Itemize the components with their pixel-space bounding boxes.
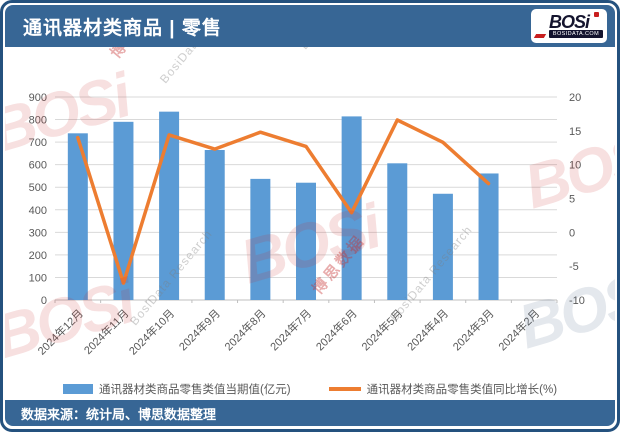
x-axis-label: 2024年10月 — [126, 306, 177, 357]
y-axis-tick-label: 400 — [29, 205, 47, 217]
legend-bar-label: 通讯器材类商品零售类值当期值(亿元) — [98, 384, 291, 396]
x-axis-label: 2024年8月 — [221, 306, 268, 353]
x-axis-label: 2024年12月 — [35, 306, 86, 357]
secondary-y-axis-tick-label: -10 — [569, 295, 585, 307]
data-source-text: 数据来源：统计局、博思数据整理 — [21, 406, 217, 422]
secondary-y-axis-tick-label: 20 — [569, 92, 581, 104]
y-axis-tick-label: 800 — [29, 115, 47, 127]
growth-trend-line — [76, 118, 491, 285]
legend-line-label: 通讯器材类商品零售类值同比增长(%) — [366, 384, 558, 396]
y-axis-tick-label: 0 — [41, 295, 47, 307]
secondary-y-axis-tick-label: 15 — [569, 126, 581, 138]
x-axis-label: 2024年6月 — [313, 306, 360, 353]
legend-item-line-series: 通讯器材类商品零售类值同比增长(%) — [328, 381, 558, 397]
x-axis-label: 2024年9月 — [176, 306, 223, 353]
bosi-logo: BOSi BOSIDATA.COM — [531, 9, 607, 43]
logo-text: BOSi — [548, 12, 590, 32]
y-axis-tick-label: 100 — [29, 272, 47, 284]
x-axis-label: 2024年4月 — [404, 306, 451, 353]
bar-2024年9月 — [204, 150, 225, 300]
secondary-y-axis-tick-label: -5 — [569, 261, 579, 273]
bar-2024年3月 — [478, 173, 499, 300]
bar-2024年11月 — [113, 121, 134, 300]
bar-2024年4月 — [432, 193, 453, 300]
secondary-y-axis-tick-label: 0 — [569, 227, 575, 239]
x-axis-label: 2024年5月 — [358, 306, 405, 353]
secondary-y-axis-tick-label: 10 — [569, 160, 581, 172]
legend-bar-swatch — [62, 384, 93, 394]
y-axis-tick-label: 500 — [29, 182, 47, 194]
y-axis-tick-label: 300 — [29, 227, 47, 239]
legend-line-swatch — [328, 387, 361, 391]
legend-item-bar-series: 通讯器材类商品零售类值当期值(亿元) — [62, 381, 291, 397]
y-axis-tick-label: 600 — [29, 160, 47, 172]
footer-bar: 数据来源：统计局、博思数据整理 — [5, 400, 615, 426]
page-title: 通讯器材类商品 | 零售 — [23, 17, 222, 39]
header-bar: 通讯器材类商品 | 零售 BOSi BOSIDATA.COM — [5, 5, 615, 47]
chart-legend: 通讯器材类商品零售类值当期值(亿元) 通讯器材类商品零售类值同比增长(%) — [5, 381, 615, 397]
x-axis-label: 2024年7月 — [267, 306, 314, 353]
combo-chart: 0 100 200 300 400 500 600 700 800 900 -10 -5 0 5 10 15 2… — [29, 92, 585, 358]
bar-2024年8月 — [250, 178, 271, 300]
secondary-y-axis-tick-label: 5 — [569, 194, 575, 206]
bar-2024年6月 — [341, 116, 362, 300]
x-axis-label: 2024年2月 — [495, 306, 542, 353]
logo-accent-slash — [533, 34, 547, 38]
bar-2024年7月 — [296, 182, 316, 300]
logo-domain-text: BOSIDATA.COM — [548, 30, 604, 38]
bar-2024年10月 — [159, 111, 180, 301]
x-axis-label: 2024年3月 — [450, 306, 497, 353]
y-axis-tick-label: 700 — [29, 137, 47, 149]
x-axis-label: 2024年11月 — [81, 306, 132, 357]
logo-accent-dot — [594, 12, 599, 17]
chart-area: 0 100 200 300 400 500 600 700 800 900 -10 -5 0 5 10 15 2… — [5, 47, 615, 400]
y-axis-tick-label: 900 — [29, 92, 47, 104]
bar-2024年5月 — [387, 163, 408, 300]
bar-2024年12月 — [67, 133, 88, 300]
y-axis-tick-label: 200 — [29, 250, 47, 262]
